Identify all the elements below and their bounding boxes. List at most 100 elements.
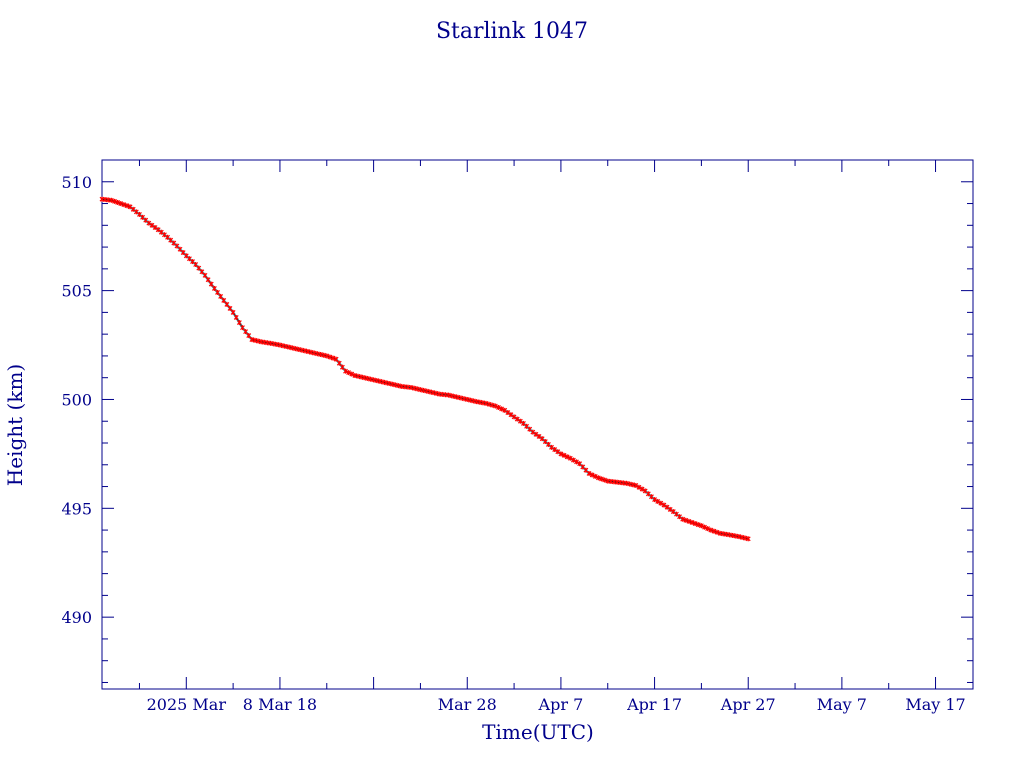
data-point-marker	[517, 418, 523, 424]
data-point-marker	[152, 224, 158, 230]
data-point-marker	[193, 261, 199, 267]
x-tick-label: May 17	[905, 695, 965, 714]
data-point-marker	[218, 293, 224, 299]
series-fit-line	[101, 197, 749, 541]
x-tick-label: Apr 17	[626, 695, 682, 714]
x-tick-label: May 7	[817, 695, 867, 714]
data-point-marker	[508, 412, 514, 418]
data-point-marker	[633, 482, 639, 488]
data-point-marker	[564, 454, 570, 460]
data-point-marker	[233, 314, 239, 320]
data-point-marker	[339, 364, 345, 370]
data-point-marker	[695, 522, 701, 528]
data-point-marker	[205, 277, 211, 283]
data-point-marker	[533, 431, 539, 437]
data-point-marker	[243, 329, 249, 335]
data-point-marker	[714, 529, 720, 535]
data-point-marker	[680, 516, 686, 522]
data-point-marker	[492, 403, 498, 409]
data-point-marker	[570, 457, 576, 463]
data-point-marker	[236, 320, 242, 326]
data-point-marker	[514, 416, 520, 422]
data-point-marker	[702, 524, 707, 530]
data-point-marker	[589, 472, 595, 478]
data-point-marker	[499, 406, 505, 412]
data-point-marker	[196, 265, 202, 271]
data-point-marker	[586, 470, 592, 476]
x-tick-label: Apr 27	[720, 695, 776, 714]
x-axis-label: Time(UTC)	[482, 720, 594, 744]
data-point-marker	[349, 371, 355, 377]
data-point-marker	[118, 201, 124, 207]
data-point-marker	[667, 506, 673, 512]
data-point-marker	[567, 455, 573, 461]
data-point-marker	[595, 475, 601, 481]
data-point-marker	[552, 447, 558, 453]
data-point-marker	[558, 451, 564, 457]
data-point-marker	[224, 301, 230, 307]
y-axis-label: Height (km)	[3, 364, 27, 486]
data-point-marker	[689, 519, 695, 525]
data-point-marker	[246, 333, 252, 339]
axis-ticks	[102, 159, 973, 689]
data-point-marker	[502, 407, 508, 413]
data-point-marker	[683, 517, 689, 523]
data-point-marker	[240, 325, 245, 331]
data-point-marker	[496, 404, 501, 410]
x-tick-label: 2025 Mar	[147, 695, 227, 714]
data-point-marker	[592, 473, 598, 479]
data-point-marker	[505, 410, 511, 416]
data-point-marker	[636, 484, 642, 490]
data-point-marker	[230, 309, 236, 315]
data-point-marker	[705, 526, 711, 532]
y-tick-label: 490	[61, 608, 92, 627]
data-point-marker	[555, 449, 561, 455]
data-point-marker	[652, 497, 657, 503]
data-point-marker	[208, 281, 214, 287]
data-point-marker	[745, 536, 751, 542]
data-point-marker	[536, 433, 542, 439]
data-point-marker	[112, 198, 117, 204]
data-point-marker	[108, 197, 114, 203]
data-point-marker	[330, 355, 336, 361]
chart-title: Starlink 1047	[436, 19, 588, 44]
data-layer	[99, 196, 751, 542]
plot-frame	[101, 159, 974, 690]
data-point-marker	[602, 477, 608, 483]
data-point-marker	[202, 272, 208, 278]
data-point-marker	[227, 305, 233, 311]
y-tick-label: 495	[61, 499, 92, 518]
data-point-marker	[561, 452, 567, 458]
data-point-marker	[124, 203, 130, 209]
x-tick-label: 8 Mar 18	[243, 695, 317, 714]
data-point-marker	[346, 370, 352, 376]
data-point-marker	[211, 285, 217, 291]
data-point-marker	[221, 297, 227, 303]
x-tick-label: Mar 28	[438, 695, 497, 714]
y-tick-label: 500	[61, 390, 92, 409]
y-tick-label: 510	[61, 173, 92, 192]
data-point-marker	[115, 199, 121, 205]
data-point-marker	[530, 429, 536, 435]
data-point-marker	[146, 220, 152, 226]
data-point-marker	[121, 202, 127, 208]
data-point-marker	[333, 356, 339, 362]
data-point-marker	[661, 502, 667, 508]
axis-tick-labels: 490 495 500 505 510 2025 Mar 8 Mar 18 Mar 28 Apr…	[61, 173, 965, 714]
data-point-marker	[324, 353, 330, 359]
data-point-marker	[658, 500, 664, 506]
x-tick-label: Apr 7	[538, 695, 584, 714]
data-point-marker	[686, 518, 692, 524]
data-point-marker	[599, 476, 604, 482]
data-point-marker	[655, 498, 661, 504]
data-point-marker	[149, 222, 155, 228]
data-point-marker	[692, 521, 698, 527]
data-point-marker	[664, 504, 670, 510]
data-point-marker	[486, 401, 492, 407]
data-point-marker	[511, 414, 517, 420]
y-tick-label: 505	[61, 282, 92, 301]
data-point-marker	[199, 269, 205, 275]
series-trace-line	[101, 198, 749, 540]
data-point-marker	[698, 523, 704, 529]
